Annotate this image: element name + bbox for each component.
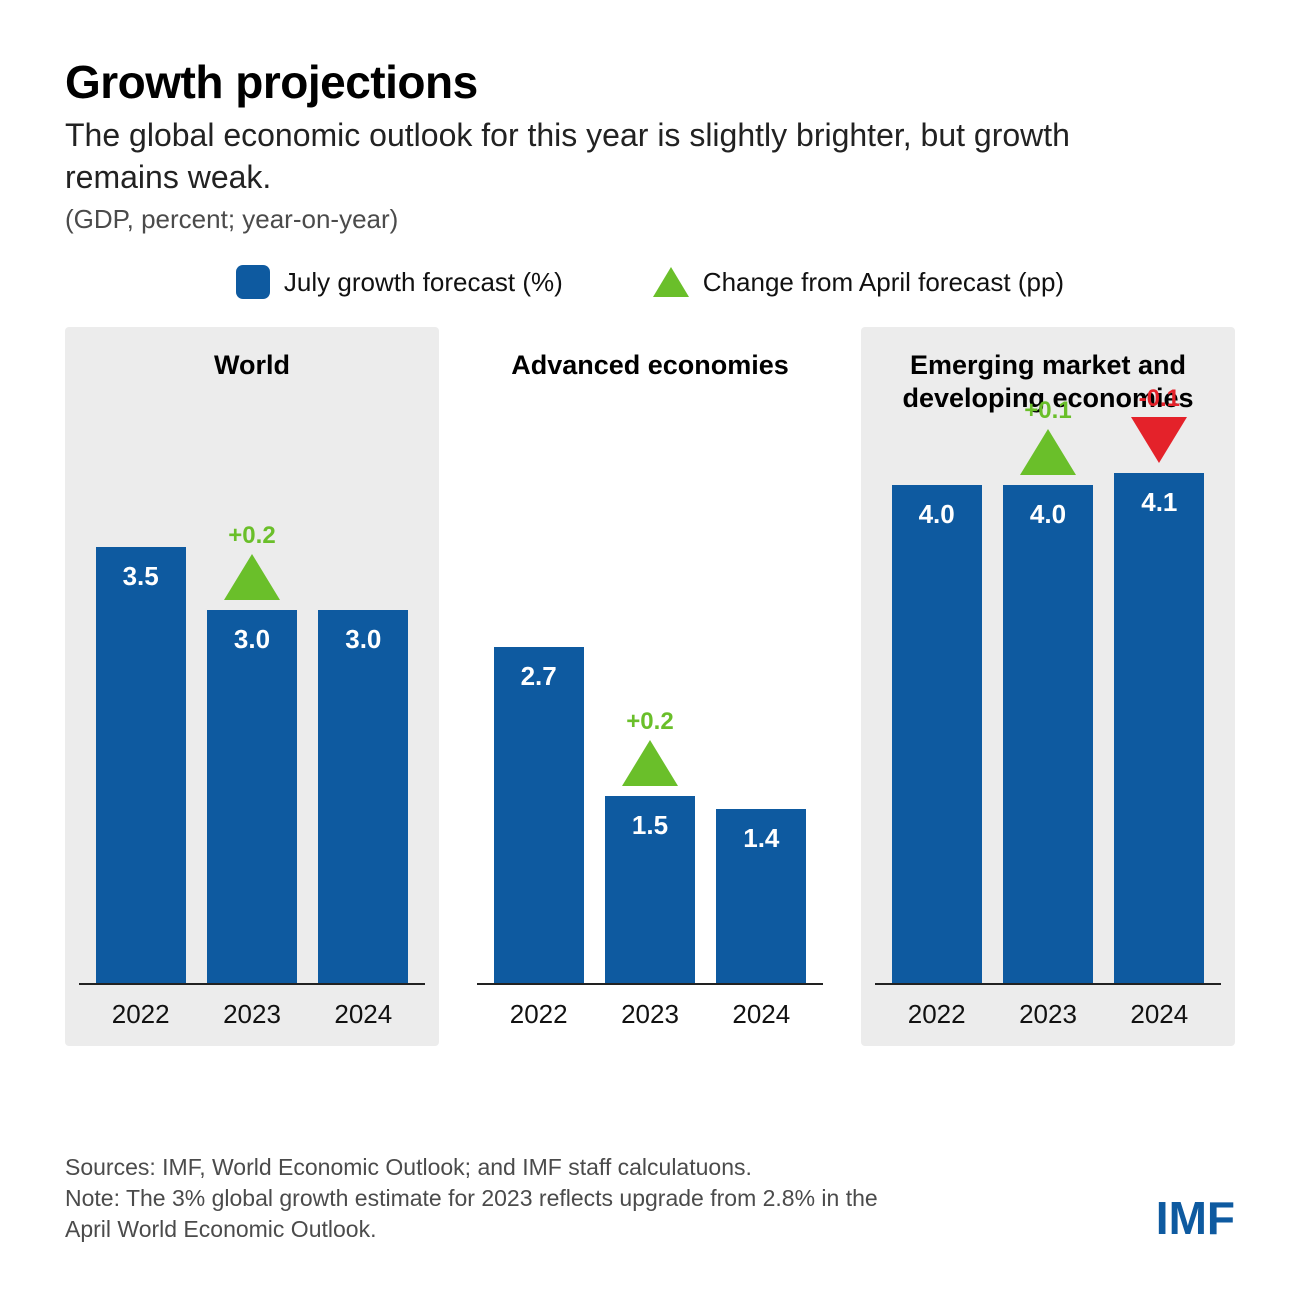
legend-item-forecast: July growth forecast (%) — [236, 265, 563, 299]
triangle-up-icon — [622, 740, 678, 786]
bar-value-label: 4.1 — [1141, 487, 1177, 518]
bar-value-label: 1.4 — [743, 823, 779, 854]
plot-area: 2.7 +0.2 1.5 1.4 — [477, 423, 823, 985]
panel-title: World — [79, 349, 425, 423]
bar-value-label: 3.5 — [123, 561, 159, 592]
bar: 4.0 — [892, 485, 982, 983]
square-icon — [236, 265, 270, 299]
x-axis-labels: 2022 2023 2024 — [875, 985, 1221, 1030]
triangle-up-icon — [1020, 429, 1076, 475]
triangle-down-icon — [1131, 417, 1187, 463]
bar: 3.0 — [318, 610, 408, 983]
triangle-up-icon — [653, 267, 689, 297]
page-title: Growth projections — [65, 55, 1235, 109]
x-tick-label: 2023 — [202, 999, 302, 1030]
infographic-canvas: Growth projections The global economic o… — [0, 0, 1300, 1300]
unit-label: (GDP, percent; year-on-year) — [65, 204, 1235, 235]
bar: 3.0 — [207, 610, 297, 983]
bar-group: 3.5 — [91, 547, 191, 983]
bar-group: +0.2 3.0 — [202, 522, 302, 983]
bar-value-label: 1.5 — [632, 810, 668, 841]
change-marker: +0.2 — [224, 522, 280, 600]
change-marker: -0.1 — [1131, 385, 1187, 463]
bar: 1.5 — [605, 796, 695, 983]
x-tick-label: 2024 — [313, 999, 413, 1030]
x-tick-label: 2024 — [711, 999, 811, 1030]
panel-0: World 3.5 +0.2 3.0 3.0 2022 2023 2024 — [65, 327, 439, 1046]
panel-2: Emerging market and developing economies… — [861, 327, 1235, 1046]
imf-logo: IMF — [1156, 1191, 1235, 1245]
change-value-label: -0.1 — [1139, 385, 1180, 413]
x-tick-label: 2022 — [91, 999, 191, 1030]
change-value-label: +0.1 — [1024, 397, 1071, 425]
panel-1: Advanced economies2.7+0.21.51.4202220232… — [463, 327, 837, 1046]
bar-value-label: 2.7 — [521, 661, 557, 692]
sources-text: Sources: IMF, World Economic Outlook; an… — [65, 1152, 925, 1183]
change-marker: +0.2 — [622, 708, 678, 786]
x-tick-label: 2023 — [998, 999, 1098, 1030]
legend-item-change: Change from April forecast (pp) — [653, 267, 1064, 298]
bar: 2.7 — [494, 647, 584, 983]
bar-group: 2.7 — [489, 647, 589, 983]
footer-notes: Sources: IMF, World Economic Outlook; an… — [65, 1152, 925, 1245]
bar-group: +0.1 4.0 — [998, 397, 1098, 983]
panel-title: Advanced economies — [477, 349, 823, 423]
x-tick-label: 2022 — [489, 999, 589, 1030]
legend: July growth forecast (%) Change from Apr… — [65, 265, 1235, 299]
bar-value-label: 4.0 — [1030, 499, 1066, 530]
bar-group: +0.2 1.5 — [600, 708, 700, 983]
panels: World 3.5 +0.2 3.0 3.0 2022 2023 2024 Advanced e… — [65, 327, 1235, 1046]
note-text: Note: The 3% global growth estimate for … — [65, 1183, 925, 1245]
bar-group: -0.1 4.1 — [1109, 385, 1209, 983]
bar: 3.5 — [96, 547, 186, 983]
change-value-label: +0.2 — [626, 708, 673, 736]
bar: 4.0 — [1003, 485, 1093, 983]
change-marker: +0.1 — [1020, 397, 1076, 475]
legend-label-change: Change from April forecast (pp) — [703, 267, 1064, 298]
plot-area: 4.0+0.14.0-0.14.1 — [875, 423, 1221, 985]
legend-label-forecast: July growth forecast (%) — [284, 267, 563, 298]
plot-area: 3.5 +0.2 3.0 3.0 — [79, 423, 425, 985]
bar-group: 1.4 — [711, 809, 811, 983]
bar-group: 3.0 — [313, 610, 413, 983]
bar-value-label: 3.0 — [234, 624, 270, 655]
change-value-label: +0.2 — [228, 522, 275, 550]
x-axis-labels: 2022 2023 2024 — [477, 985, 823, 1030]
x-tick-label: 2024 — [1109, 999, 1209, 1030]
page-subtitle: The global economic outlook for this yea… — [65, 115, 1115, 198]
triangle-up-icon — [224, 554, 280, 600]
bar-group: 4.0 — [887, 485, 987, 983]
bar: 1.4 — [716, 809, 806, 983]
x-tick-label: 2022 — [887, 999, 987, 1030]
bar-value-label: 4.0 — [919, 499, 955, 530]
x-tick-label: 2023 — [600, 999, 700, 1030]
footer: Sources: IMF, World Economic Outlook; an… — [65, 1152, 1235, 1245]
bar: 4.1 — [1114, 473, 1204, 983]
x-axis-labels: 2022 2023 2024 — [79, 985, 425, 1030]
bar-value-label: 3.0 — [345, 624, 381, 655]
